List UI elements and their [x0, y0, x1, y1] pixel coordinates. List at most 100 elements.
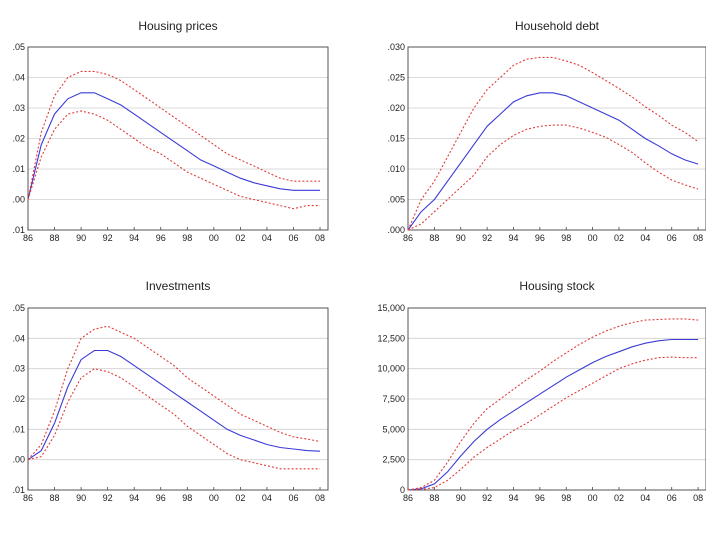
x-tick-label: 08: [315, 493, 325, 503]
panel-title: Investments: [146, 279, 211, 293]
y-tick-label: .03: [12, 364, 25, 374]
y-tick-label: .015: [387, 134, 405, 144]
x-tick-label: 94: [508, 233, 518, 243]
x-tick-label: 94: [129, 233, 139, 243]
chart-panel-housing-stock: Housing stock 15,000 12,500 10,000 7,500 5,00…: [377, 279, 706, 503]
x-tick-label: 06: [667, 233, 677, 243]
y-tick-label: 0: [400, 485, 405, 495]
y-tick-label: 15,000: [377, 303, 405, 313]
x-tick-label: 02: [614, 233, 624, 243]
x-tick-label: 00: [588, 233, 598, 243]
y-tick-label: .01: [12, 225, 25, 235]
x-tick-label: 92: [482, 493, 492, 503]
x-tick-label: 86: [23, 493, 33, 503]
y-tick-label: .00: [12, 455, 25, 465]
panel-title: Housing prices: [138, 19, 217, 33]
x-tick-label: 96: [156, 233, 166, 243]
x-tick-label: 88: [429, 493, 439, 503]
y-tick-label: 5,000: [382, 424, 405, 434]
x-tick-label: 94: [508, 493, 518, 503]
series-line-upper: [407, 318, 699, 491]
x-tick-label: 92: [482, 233, 492, 243]
plot-frame: [407, 46, 706, 231]
x-tick-label: 96: [535, 233, 545, 243]
y-tick-label: .03: [12, 103, 25, 113]
y-tick-label: .00: [12, 195, 25, 205]
y-tick-label: .005: [387, 195, 405, 205]
y-tick-label: .025: [387, 73, 405, 83]
x-tick-label: 04: [640, 493, 650, 503]
x-tick-label: 94: [129, 493, 139, 503]
x-tick-label: 00: [588, 493, 598, 503]
y-tick-label: 10,000: [377, 364, 405, 374]
x-tick-label: 90: [456, 233, 466, 243]
series-line-center: [407, 92, 699, 231]
x-tick-label: 06: [667, 493, 677, 503]
y-tick-label: .01: [12, 485, 25, 495]
x-tick-label: 08: [693, 233, 703, 243]
series-line-upper: [407, 56, 699, 231]
series-line-upper: [27, 325, 321, 461]
x-tick-label: 92: [103, 493, 113, 503]
y-tick-label: .05: [12, 42, 25, 52]
x-tick-label: 00: [209, 233, 219, 243]
x-tick-label: 88: [50, 493, 60, 503]
x-tick-label: 98: [182, 493, 192, 503]
plot-frame: [27, 307, 329, 491]
y-tick-label: .02: [12, 134, 25, 144]
y-tick-label: 2,500: [382, 455, 405, 465]
x-tick-label: 96: [535, 493, 545, 503]
x-tick-label: 86: [403, 493, 413, 503]
series-line-lower: [407, 124, 699, 231]
x-tick-label: 90: [76, 493, 86, 503]
y-tick-label: 7,500: [382, 394, 405, 404]
x-tick-label: 04: [262, 493, 272, 503]
series-line-upper: [27, 70, 320, 200]
x-tick-label: 98: [561, 493, 571, 503]
x-tick-label: 90: [76, 233, 86, 243]
x-tick-label: 86: [23, 233, 33, 243]
plot-frame: [407, 307, 706, 491]
x-tick-label: 02: [235, 233, 245, 243]
series-line-center: [407, 338, 699, 491]
y-tick-label: .01: [12, 424, 25, 434]
y-tick-label: .030: [387, 42, 405, 52]
x-tick-label: 02: [235, 493, 245, 503]
y-tick-label: .01: [12, 164, 25, 174]
y-tick-label: .04: [12, 73, 25, 83]
y-tick-label: .04: [12, 333, 25, 343]
y-tick-label: .05: [12, 303, 25, 313]
x-tick-label: 08: [693, 493, 703, 503]
plot-frame: [27, 46, 329, 231]
series-line-center: [27, 92, 320, 200]
x-tick-label: 88: [50, 233, 60, 243]
y-tick-label: 12,500: [377, 333, 405, 343]
x-tick-label: 92: [103, 233, 113, 243]
y-tick-label: .02: [12, 394, 25, 404]
x-tick-label: 00: [209, 493, 219, 503]
x-tick-label: 96: [156, 493, 166, 503]
panel-title: Household debt: [515, 19, 600, 33]
x-tick-label: 06: [288, 233, 298, 243]
series-line-lower: [27, 368, 320, 470]
series-line-lower: [27, 110, 320, 210]
chart-panel-household-debt: Household debt .030 .025 .020 .015 .010 .005 .0…: [387, 19, 706, 243]
panel-title: Housing stock: [519, 279, 595, 293]
series-line-center: [27, 349, 321, 461]
y-tick-label: .020: [387, 103, 405, 113]
x-tick-label: 04: [640, 233, 650, 243]
x-tick-label: 02: [614, 493, 624, 503]
x-tick-label: 88: [429, 233, 439, 243]
x-tick-label: 08: [315, 233, 325, 243]
x-tick-label: 06: [288, 493, 298, 503]
y-tick-label: .010: [387, 164, 405, 174]
y-tick-label: .000: [387, 225, 405, 235]
x-tick-label: 98: [561, 233, 571, 243]
x-tick-label: 04: [262, 233, 272, 243]
series-line-lower: [407, 356, 699, 491]
x-tick-label: 98: [182, 233, 192, 243]
x-tick-label: 86: [403, 233, 413, 243]
